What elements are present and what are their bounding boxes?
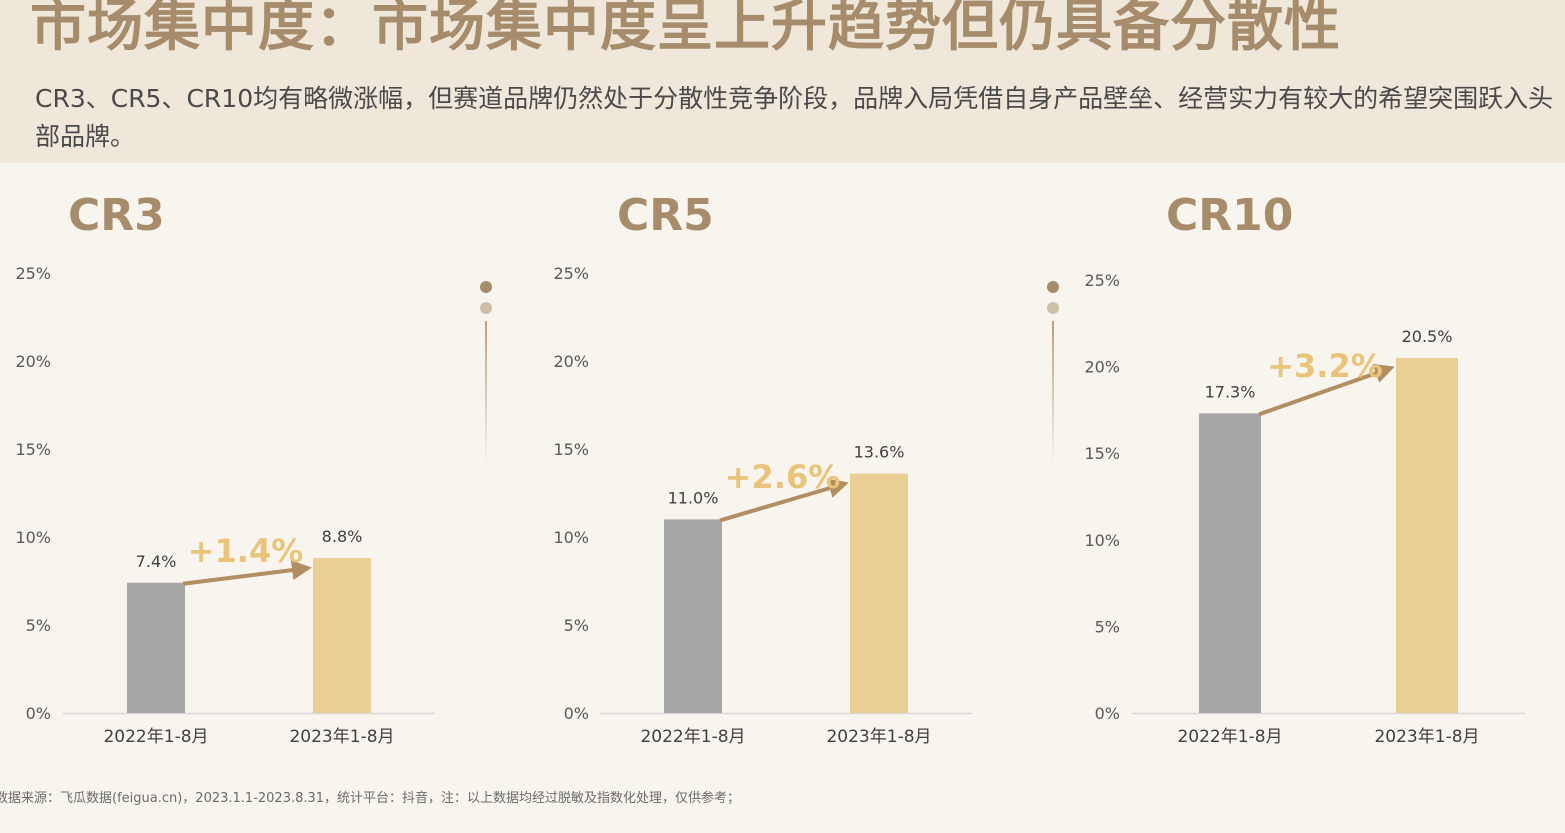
bar-2023: [313, 558, 371, 713]
y-tick-label: 15%: [553, 440, 589, 459]
data-label: 11.0%: [668, 488, 719, 507]
panel-divider-2: [1047, 281, 1059, 481]
header-banner: 市场集中度：市场集中度呈上升趋势但仍具备分散性 CR3、CR5、CR10均有略微…: [0, 0, 1565, 163]
y-tick-label: 15%: [1084, 444, 1120, 463]
x-tick-label: 2022年1-8月: [1177, 727, 1282, 747]
y-tick-label: 25%: [553, 264, 589, 283]
chart-panel-cr10: 0% 5% 10% 15% 20% 25% 17.3% 2022年1-8月 20.5% 2023年…: [1084, 271, 1525, 747]
y-tick-label: 25%: [1084, 271, 1120, 290]
chart-title-cr5: CR5: [617, 190, 714, 241]
bar-2022: [127, 582, 185, 713]
chart-panel-cr5: 0% 5% 10% 15% 20% 25% 11.0% 2022年1-8月 13.6% 2023年…: [553, 264, 972, 747]
divider-line: [1052, 321, 1054, 466]
chart-title-cr3: CR3: [68, 190, 165, 241]
divider-dot: [480, 281, 492, 293]
y-tick-label: 0%: [1095, 704, 1120, 723]
bar-2022: [664, 519, 722, 713]
bar-2023: [1396, 357, 1458, 713]
data-label: 13.6%: [854, 443, 905, 462]
y-tick-label: 15%: [15, 440, 51, 459]
y-tick-label: 20%: [1084, 358, 1120, 377]
bar-2023: [850, 473, 908, 713]
y-tick-label: 10%: [553, 528, 589, 547]
divider-dot: [1047, 302, 1059, 314]
x-tick-label: 2023年1-8月: [826, 727, 931, 747]
y-tick-label: 10%: [1084, 531, 1120, 550]
y-tick-label: 20%: [15, 352, 51, 371]
y-tick-label: 20%: [553, 352, 589, 371]
page-subtitle: CR3、CR5、CR10均有略微涨幅，但赛道品牌仍然处于分散性竞争阶段，品牌入局…: [35, 84, 1554, 151]
data-label: 8.8%: [322, 527, 363, 546]
x-tick-label: 2022年1-8月: [640, 727, 745, 747]
divider-line: [485, 321, 487, 466]
chart-panel-cr3: 0% 5% 10% 15% 20% 25% 7.4% 2022年1-8月 8.8% 2023年1-…: [15, 264, 435, 747]
y-tick-label: 5%: [26, 616, 51, 635]
divider-dot: [480, 302, 492, 314]
growth-arrow: [719, 478, 849, 523]
change-label: +1.4%: [188, 532, 304, 570]
x-tick-label: 2023年1-8月: [1374, 727, 1479, 747]
divider-dot: [1047, 281, 1059, 293]
growth-arrow: [1258, 363, 1395, 417]
page-title: 市场集中度：市场集中度呈上升趋势但仍具备分散性: [30, 0, 1341, 59]
x-tick-label: 2022年1-8月: [103, 727, 208, 747]
source-footnote: 数据来源：飞瓜数据(feigua.cn)，2023.1.1-2023.8.31，…: [0, 791, 741, 806]
data-label: 7.4%: [136, 552, 177, 571]
data-label: 17.3%: [1205, 382, 1256, 401]
y-tick-label: 0%: [26, 704, 51, 723]
change-label: +3.2%: [1267, 347, 1383, 385]
panel-divider-1: [480, 281, 492, 481]
y-tick-label: 5%: [564, 616, 589, 635]
y-tick-label: 25%: [15, 264, 51, 283]
y-tick-label: 10%: [15, 528, 51, 547]
x-tick-label: 2023年1-8月: [289, 727, 394, 747]
chart-title-cr10: CR10: [1166, 190, 1294, 241]
data-label: 20.5%: [1402, 327, 1453, 346]
bar-2022: [1199, 413, 1261, 713]
growth-arrow: [182, 560, 312, 586]
change-label: +2.6%: [725, 458, 841, 496]
y-tick-label: 5%: [1095, 617, 1120, 636]
y-tick-label: 0%: [564, 704, 589, 723]
